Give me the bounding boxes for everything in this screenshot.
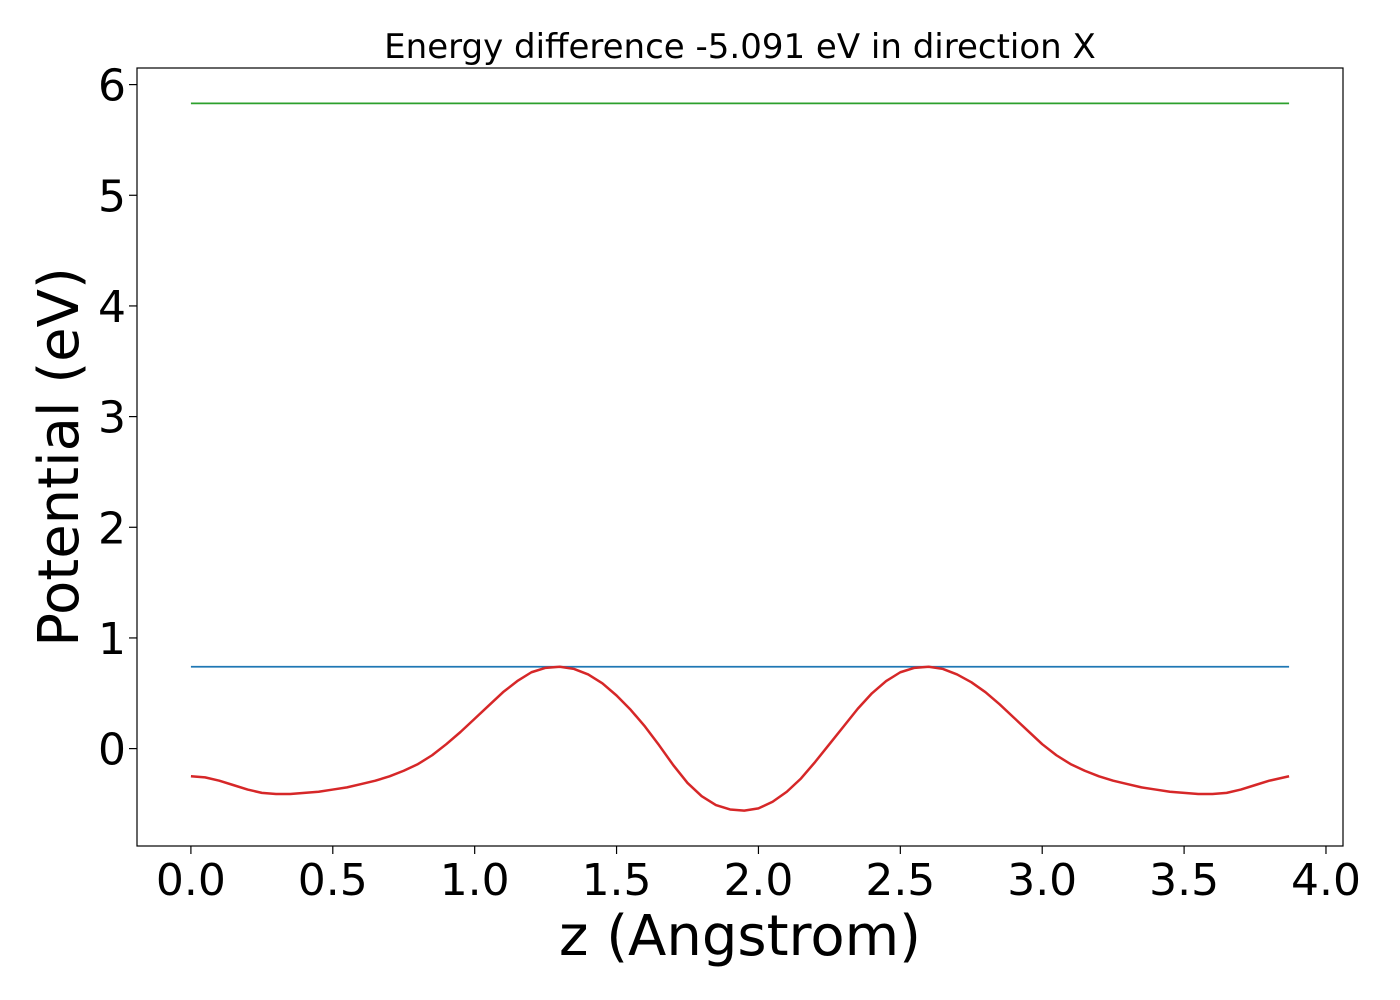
y-tick-label: 5 <box>98 171 126 222</box>
plot-frame <box>136 67 1344 847</box>
y-tick-label: 1 <box>98 614 126 665</box>
series-layer <box>190 102 1290 812</box>
y-tick-label: 2 <box>98 503 126 554</box>
x-tick-label: 2.5 <box>865 855 935 906</box>
x-tick-label: 1.5 <box>582 855 652 906</box>
x-tick-label: 0.5 <box>298 855 368 906</box>
x-axis: 0.0 0.5 1.0 1.5 2.0 2.5 3.0 3.5 4.0 <box>156 846 1361 906</box>
x-tick-label: 3.5 <box>1149 855 1219 906</box>
y-tick-label: 3 <box>98 393 126 444</box>
y-tick-label: 6 <box>98 61 126 112</box>
y-tick-label: 4 <box>98 282 126 333</box>
x-tick-label: 4.0 <box>1291 855 1361 906</box>
x-tick-label: 1.0 <box>440 855 510 906</box>
x-axis-title: z (Angstrom) <box>559 904 921 969</box>
x-tick-label: 3.0 <box>1007 855 1077 906</box>
x-tick-label: 2.0 <box>723 855 793 906</box>
y-axis-title: Potential (eV) <box>27 267 92 647</box>
y-tick-label: 0 <box>98 725 126 776</box>
y-axis: 0 1 2 3 4 5 6 <box>98 61 137 776</box>
chart-title: Energy difference -5.091 eV in direction… <box>384 27 1096 67</box>
series-line-3 <box>190 665 1290 812</box>
x-tick-label: 0.0 <box>156 855 226 906</box>
